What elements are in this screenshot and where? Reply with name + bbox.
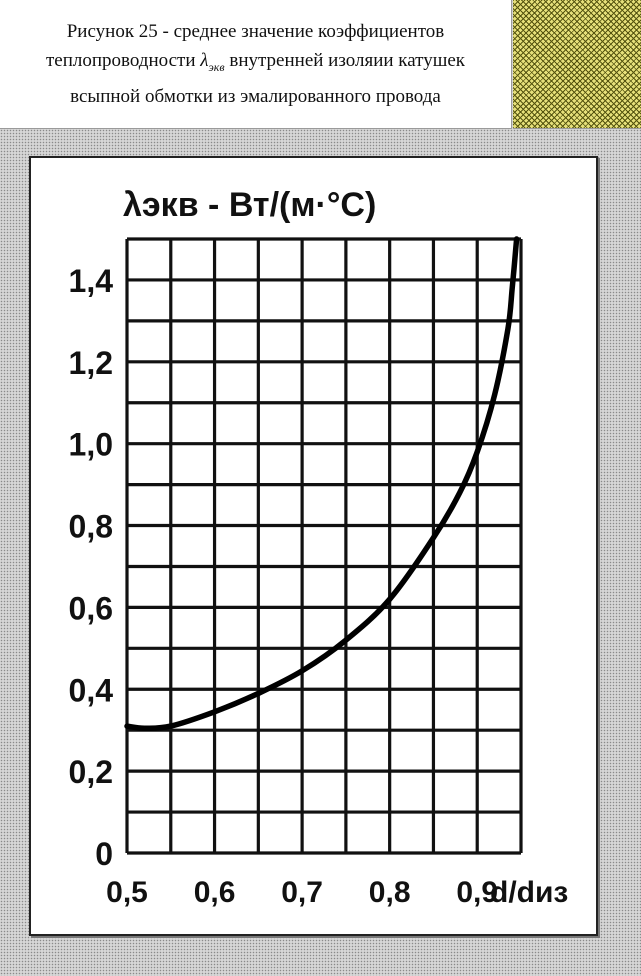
caption-line-1: Рисунок 25 - среднее значение коэффициен… xyxy=(67,21,445,42)
caption-line-3: всыпной обмотки из эмалированного провод… xyxy=(70,86,441,107)
y-tick-label: 0,8 xyxy=(69,509,113,545)
y-tick-label: 0,4 xyxy=(69,672,114,708)
y-tick-label: 0,6 xyxy=(69,590,113,626)
y-tick-labels: 0 0,2 0,4 0,6 0,8 1,0 1,2 1,4 xyxy=(69,263,114,872)
x-tick-label: 0,8 xyxy=(369,876,411,909)
x-tick-label: 0,6 xyxy=(194,876,236,909)
y-axis-label: λэкв - Вт/(м·°С) xyxy=(123,186,376,224)
x-tick-labels: 0,5 0,6 0,7 0,8 0,9 xyxy=(106,876,498,909)
y-tick-label: 0 xyxy=(95,836,113,872)
caption-line-2-end: внутренней изоляии катушек xyxy=(225,50,465,71)
caption-lambda-symbol: λ xyxy=(200,50,208,71)
caption-line-2-start: теплопроводности xyxy=(46,50,200,71)
x-tick-label: 0,7 xyxy=(281,876,323,909)
thermal-conductivity-chart: 00,20,40,60,81,01,21,4 0,5 0,6 0,7 0,8 0,9 λ… xyxy=(31,158,596,934)
x-tick-label: 0,5 xyxy=(106,876,148,909)
y-tick-label: 1,2 xyxy=(69,345,113,381)
chart-grid xyxy=(127,239,521,853)
y-tick-label: 0,2 xyxy=(69,754,113,790)
figure-caption-box: Рисунок 25 - среднее значение коэффициен… xyxy=(0,0,512,129)
y-tick-label: 1,4 xyxy=(69,263,114,299)
figure-caption: Рисунок 25 - среднее значение коэффициен… xyxy=(46,17,465,111)
y-tick-label: 1,0 xyxy=(69,427,113,463)
caption-lambda-subscript: экв xyxy=(209,60,225,74)
decorative-hatch-panel xyxy=(513,0,641,129)
x-axis-label: d/dиз xyxy=(490,876,568,909)
chart-panel: 0 0,2 0,4 0,6 0,8 1,0 1,2 1,4 0,5 0,6 0,7 0,8 0,9 λ… xyxy=(29,156,598,936)
